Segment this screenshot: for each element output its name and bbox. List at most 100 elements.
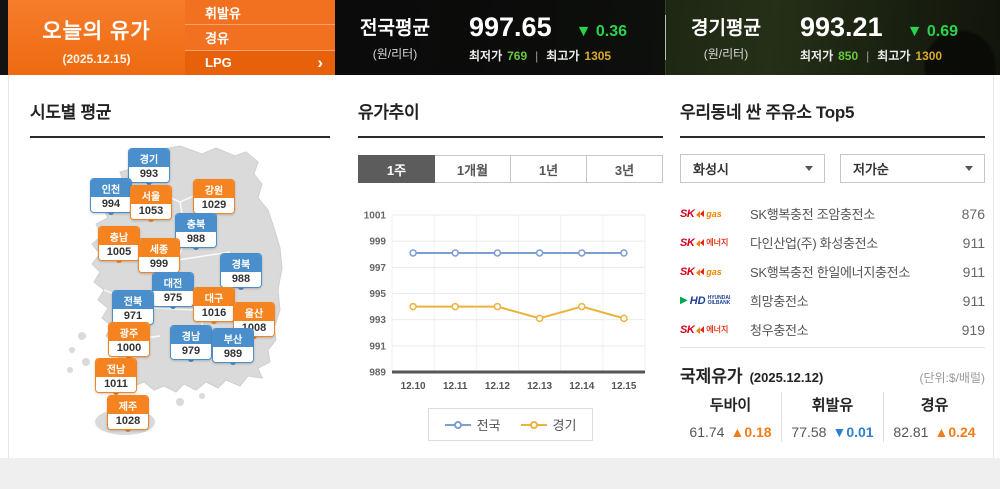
station-row[interactable]: SK gas SK행복충전 조암충전소 876	[680, 199, 985, 228]
region-select[interactable]: 화성시	[680, 154, 825, 183]
intl-value: 82.81	[893, 424, 929, 440]
intl-value-row: 82.81 ▲0.24	[884, 424, 985, 440]
sort-select[interactable]: 저가순	[840, 154, 985, 183]
stations-panel-title-block: 우리동네 싼 주유소 Top5	[680, 98, 985, 138]
region-name: 세종	[139, 239, 179, 257]
region-label-제주[interactable]: 제주 1028	[107, 395, 149, 430]
station-row[interactable]: SK 에너지 청우충전소 919	[680, 315, 985, 344]
intl-date: (2025.12.12)	[749, 370, 824, 385]
region-price: 971	[113, 309, 153, 324]
title-box: 오늘의 유가 (2025.12.15)	[8, 0, 185, 75]
intl-value: 61.74	[689, 424, 725, 440]
average-minmax-row: 최저가 769 | 최고가 1305	[469, 47, 627, 64]
region-label-전북[interactable]: 전북 971	[112, 290, 154, 325]
min-label: 최저가	[469, 48, 503, 63]
region-price: 1053	[131, 204, 171, 219]
trend-tab-1년[interactable]: 1년	[511, 155, 587, 183]
station-price: 919	[961, 321, 985, 338]
fuel-tab-label: 휘발유	[205, 5, 241, 21]
region-price: 988	[176, 232, 216, 247]
region-name: 경남	[171, 326, 211, 344]
intl-fuel-name: 경유	[920, 397, 949, 414]
brand-subtext: 에너지	[706, 238, 729, 247]
trend-tab-3년[interactable]: 3년	[587, 155, 663, 183]
average-value-block: 997.65 ▼ 0.36 최저가 769 | 최고가 1305	[469, 12, 627, 64]
region-name: 충남	[99, 227, 139, 245]
legend-marker-icon	[520, 420, 547, 430]
butterfly-icon	[696, 325, 705, 334]
average-name: 경기평균	[691, 18, 761, 39]
region-price: 1000	[109, 341, 149, 356]
region-name: 울산	[234, 303, 274, 321]
trend-panel-title: 유가추이	[358, 103, 420, 122]
average-name: 전국평균	[360, 18, 430, 39]
max-value: 1305	[584, 48, 612, 63]
fuel-tab-LPG[interactable]: LPG ›	[185, 50, 335, 75]
station-filters: 화성시 저가순	[680, 154, 985, 183]
intl-col-휘발유: 휘발유 77.58 ▼0.01	[781, 392, 883, 442]
chevron-down-icon	[965, 166, 973, 171]
station-row[interactable]: SK 에너지 다인산업(주) 화성충전소 911	[680, 228, 985, 257]
station-name[interactable]: SK행복충전 한일에너지충전소	[750, 265, 910, 280]
svg-text:12.12: 12.12	[485, 381, 510, 392]
station-row[interactable]: ▶ HD HYUNDAI OILBANK 희망충전소 911	[680, 286, 985, 315]
intl-fuel-name: 휘발유	[811, 397, 854, 414]
average-unit: (원/리터)	[703, 47, 749, 61]
fuel-tab-경유[interactable]: 경유	[185, 25, 335, 51]
divider: |	[866, 48, 870, 63]
station-name[interactable]: 다인산업(주) 화성충전소	[750, 236, 878, 251]
intl-fuel-name: 두바이	[709, 397, 752, 414]
region-label-대전[interactable]: 대전 975	[152, 272, 194, 307]
intl-value-row: 61.74 ▲0.18	[680, 424, 781, 440]
legend-marker-icon	[444, 420, 471, 430]
station-name[interactable]: 희망충전소	[750, 294, 809, 309]
average-name-block: 경기평균 (원/리터)	[666, 13, 786, 62]
intl-unit: (단위:$/배럴)	[919, 371, 986, 385]
trend-tab-1개월[interactable]: 1개월	[435, 155, 511, 183]
region-label-강원[interactable]: 강원 1029	[193, 179, 235, 214]
trend-tab-1주[interactable]: 1주	[358, 155, 435, 183]
region-label-서울[interactable]: 서울 1053	[130, 185, 172, 220]
change-up-indicator: ▲0.24	[934, 424, 976, 440]
min-label: 최저가	[800, 48, 834, 63]
region-label-대구[interactable]: 대구 1016	[193, 287, 235, 322]
butterfly-icon	[696, 238, 705, 247]
fuel-tab-휘발유[interactable]: 휘발유	[185, 0, 335, 26]
header-divider	[665, 15, 666, 60]
region-price: 979	[171, 344, 211, 359]
brand-text: HD	[689, 294, 706, 307]
butterfly-icon	[696, 209, 705, 218]
station-row[interactable]: SK gas SK행복충전 한일에너지충전소 911	[680, 257, 985, 286]
region-label-광주[interactable]: 광주 1000	[108, 322, 150, 357]
region-label-충남[interactable]: 충남 1005	[98, 226, 140, 261]
region-price: 1028	[108, 414, 148, 429]
chart-legend: 전국 경기	[358, 408, 663, 441]
region-label-경기[interactable]: 경기 993	[128, 148, 170, 183]
brand-text: SK	[680, 265, 695, 278]
svg-text:1001: 1001	[364, 211, 387, 222]
region-label-부산[interactable]: 부산 989	[212, 328, 254, 363]
max-label: 최고가	[877, 48, 911, 63]
average-unit: (원/리터)	[372, 47, 418, 61]
region-label-경남[interactable]: 경남 979	[170, 325, 212, 360]
station-name[interactable]: SK행복충전 조암충전소	[750, 207, 875, 222]
station-name[interactable]: 청우충전소	[750, 323, 809, 338]
region-label-전남[interactable]: 전남 1011	[95, 358, 137, 393]
intl-value: 77.58	[791, 424, 827, 440]
region-price: 993	[129, 167, 169, 182]
hd-arrow-icon: ▶	[680, 294, 688, 306]
region-price: 989	[213, 347, 253, 362]
region-label-경북[interactable]: 경북 988	[220, 253, 262, 288]
intl-value-row: 77.58 ▼0.01	[782, 424, 883, 440]
region-label-충북[interactable]: 충북 988	[175, 213, 217, 248]
region-label-세종[interactable]: 세종 999	[138, 238, 180, 273]
svg-text:995: 995	[369, 289, 386, 300]
region-name: 서울	[131, 186, 171, 204]
average-panel-1: 경기평균 (원/리터) 993.21 ▼ 0.69 최저가 850 | 최고가 1300	[666, 0, 1000, 75]
region-name: 인천	[91, 179, 131, 197]
region-label-인천[interactable]: 인천 994	[90, 178, 132, 213]
station-price: 911	[962, 234, 985, 251]
intl-col-두바이: 두바이 61.74 ▲0.18	[680, 392, 781, 442]
trend-chart-svg: 989 991 993 995 997 999 1001 12.10 12.11 12.12 12.…	[364, 211, 646, 392]
